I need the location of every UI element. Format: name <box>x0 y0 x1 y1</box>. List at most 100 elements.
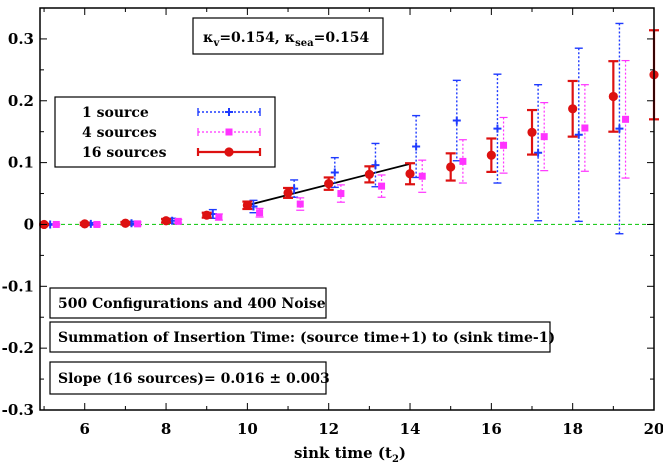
marker <box>378 182 386 190</box>
x-tick-label: 10 <box>237 420 258 438</box>
x-axis-title-main: sink time <box>294 444 373 462</box>
marker <box>371 161 380 170</box>
marker <box>330 168 339 177</box>
series-layer <box>39 22 659 235</box>
data-point <box>364 165 375 184</box>
kappa-sea-symbol: κ <box>285 30 296 46</box>
legend-marker <box>225 108 233 116</box>
marker <box>615 124 624 133</box>
y-tick-label: 0.3 <box>8 30 34 48</box>
kappa-v-value: =0.154, <box>219 30 279 46</box>
marker <box>534 148 543 157</box>
marker <box>242 200 252 210</box>
data-point <box>493 73 502 184</box>
x-tick-label: 14 <box>400 420 421 438</box>
x-tick-label: 12 <box>318 420 339 438</box>
data-point <box>499 116 508 174</box>
marker <box>622 115 630 123</box>
data-point <box>174 217 183 225</box>
legend-label: 16 sources <box>82 145 167 161</box>
data-point <box>52 220 61 228</box>
series-4-sources <box>52 59 630 228</box>
data-point <box>201 210 212 220</box>
x-axis-title-close-paren: ) <box>399 444 406 462</box>
legend-label: 1 source <box>82 105 149 121</box>
data-point <box>323 176 334 191</box>
data-point <box>486 137 497 173</box>
x-tick-label: 8 <box>161 420 171 438</box>
data-point <box>283 186 294 199</box>
data-point <box>540 102 549 172</box>
marker <box>283 188 293 198</box>
annotation-boxes: 500 Configurations and 400 Noise Summati… <box>49 287 555 395</box>
marker <box>215 213 223 221</box>
y-tick-label: 0 <box>24 215 34 233</box>
marker <box>493 124 502 133</box>
data-point <box>458 139 467 184</box>
annotation-text-1: 500 Configurations and 400 Noise <box>58 296 326 312</box>
data-point <box>330 156 339 189</box>
data-point <box>79 219 90 229</box>
legend: 1 source 4 sources 16 sources <box>54 96 276 168</box>
y-tick-label: -0.1 <box>2 277 34 295</box>
data-point <box>377 174 386 198</box>
marker <box>452 116 461 125</box>
kappa-box-frame <box>192 17 384 55</box>
plot-frame <box>39 7 655 411</box>
annotation-box-1-frame <box>49 287 327 319</box>
marker <box>608 91 618 102</box>
marker <box>256 209 264 217</box>
data-point <box>574 47 583 223</box>
marker <box>459 157 467 165</box>
legend-marker <box>224 147 234 157</box>
data-point <box>161 216 172 226</box>
marker <box>202 210 212 220</box>
marker <box>161 216 171 226</box>
x-tick-label: 18 <box>562 420 583 438</box>
data-point <box>255 207 264 218</box>
marker <box>446 162 456 172</box>
marker <box>174 217 182 225</box>
data-point <box>133 220 142 228</box>
annotation-text-2: Summation of Insertion Time: (source tim… <box>58 330 555 346</box>
marker <box>412 142 421 151</box>
kappa-box: κv=0.154, κsea=0.154 <box>192 17 384 55</box>
marker <box>581 124 589 132</box>
data-point <box>445 152 456 182</box>
data-point <box>452 79 461 162</box>
ticks-layer: 6 8 10 12 14 16 18 20 -0.3 -0.2 -0.1 0 0.1 0.2 0.3 <box>2 8 663 438</box>
x-tick-label: 20 <box>644 420 663 438</box>
data-point <box>371 142 380 188</box>
data-point <box>412 114 421 179</box>
marker <box>418 172 426 180</box>
data-point <box>296 197 305 211</box>
x-axis-title-open-paren: (t <box>378 444 392 462</box>
marker <box>324 179 334 189</box>
marker <box>500 141 508 149</box>
data-point <box>214 213 223 221</box>
annotation-box-2-frame <box>49 321 551 353</box>
data-point <box>418 159 427 193</box>
kappa-sea-subscript: sea <box>295 38 314 49</box>
data-point <box>567 79 578 138</box>
marker <box>52 220 60 228</box>
data-point <box>336 184 345 203</box>
data-point <box>242 200 253 211</box>
data-point <box>621 59 630 179</box>
marker <box>486 150 496 160</box>
marker <box>337 190 345 198</box>
data-point <box>92 220 101 228</box>
data-point <box>120 218 131 228</box>
marker <box>120 218 130 228</box>
marker <box>296 200 304 208</box>
y-tick-label: -0.2 <box>2 339 34 357</box>
data-point <box>608 60 619 133</box>
data-point <box>534 83 543 222</box>
data-point <box>580 84 589 172</box>
kappa-v-subscript: v <box>213 38 221 49</box>
marker <box>574 130 583 139</box>
marker <box>405 169 415 179</box>
x-tick-label: 16 <box>481 420 502 438</box>
kappa-box-text: κv=0.154, κsea=0.154 <box>203 30 369 49</box>
